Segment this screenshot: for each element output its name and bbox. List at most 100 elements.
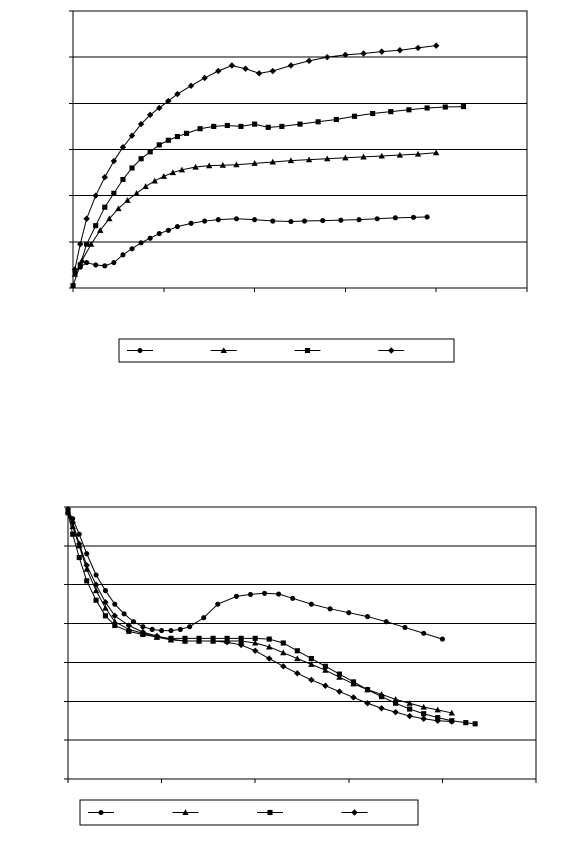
data-point-square [379,694,385,700]
data-point-triangle [396,151,404,158]
data-point-diamond [406,712,413,720]
data-point-triangle [106,215,113,222]
data-point-diamond [255,70,263,77]
data-point-diamond [76,540,83,548]
data-point-diamond [420,715,427,722]
data-point-diamond [242,65,249,72]
data-point-circle [149,626,155,632]
data-point-triangle [252,639,259,646]
data-point-diamond [378,705,385,712]
data-point-square [65,510,71,516]
data-point-diamond [448,718,455,725]
data-point-diamond [364,700,371,707]
data-point-diamond [137,120,145,128]
data-point-square [147,149,153,155]
data-point-circle [159,628,165,634]
data-point-circle [156,230,162,237]
plot-area [67,506,537,780]
data-point-diamond [167,635,175,643]
data-point-square [279,123,285,129]
data-point-diamond [308,676,315,684]
series-line [74,216,428,273]
data-point-circle [165,227,171,233]
data-point-diamond [101,174,108,181]
data-point-triangle [322,667,329,673]
legend-marker-circle [137,347,143,354]
data-point-square [308,655,314,662]
data-point-diamond [64,505,72,513]
data-point-triangle [115,205,122,212]
data-point-triangle [102,604,109,611]
data-point-square [211,123,217,129]
data-point-diamond [228,62,236,69]
data-point-circle [252,217,258,223]
data-point-circle [364,614,371,620]
data-point-circle [129,246,135,252]
data-point-square [280,640,286,646]
data-point-triangle [392,696,399,702]
data-point-diamond [294,670,301,677]
data-point-diamond [201,74,208,82]
data-point-triangle [92,587,100,594]
data-point-diamond [92,192,99,199]
data-point-circle [168,628,174,634]
data-point-triangle [448,709,455,716]
data-point-triangle [233,161,240,168]
data-point-triangle [124,197,131,203]
data-point-triangle [266,643,273,650]
data-point-circle [102,263,108,269]
data-point-square [322,663,328,669]
data-point-diamond [269,67,276,75]
data-point-circle [202,218,208,224]
data-point-square [421,711,427,717]
series-4-diamond [64,505,455,725]
legend-marker-triangle [220,347,227,354]
data-point-circle [338,217,344,223]
data-point-diamond [414,44,422,52]
data-point-triangle [420,703,427,710]
data-point-diamond [83,562,90,569]
legend-marker-square [304,347,311,354]
data-point-diamond [378,48,385,55]
data-point-square [102,204,108,210]
data-point-square [238,635,244,641]
data-point-diamond [223,639,231,646]
data-point-triangle [133,190,140,196]
data-point-diamond [174,90,181,98]
data-point-square [102,613,108,619]
data-point-square [129,165,135,171]
data-point-square [93,223,99,229]
data-point-circle [174,224,180,230]
data-point-square [111,190,117,196]
legend-entry-4 [341,809,368,816]
data-point-circle [120,252,126,258]
data-point-diamond [146,111,154,119]
legend-marker-diamond [388,347,395,354]
data-point-square [70,531,76,537]
data-point-triangle [308,661,315,667]
series-line [67,510,443,640]
data-point-diamond [165,97,172,105]
data-point-circle [421,630,427,636]
data-point-diamond [69,519,76,526]
data-point-circle [247,591,254,597]
data-point-diamond [433,42,440,49]
data-point-diamond [102,599,109,606]
data-point-circle [374,216,380,222]
data-point-diamond [434,717,441,724]
data-point-square [70,283,76,289]
data-point-triangle [178,166,186,173]
data-point-circle [346,610,352,616]
data-point-triangle [305,156,313,163]
data-point-square [120,176,126,183]
legend [79,799,419,826]
data-point-circle [233,216,239,222]
data-point-square [174,134,180,140]
data-point-triangle [280,649,287,656]
data-point-triangle [378,152,385,159]
series-3-square [70,104,466,289]
data-point-square [333,116,339,123]
data-point-square [76,554,82,561]
data-point-diamond [111,612,118,619]
